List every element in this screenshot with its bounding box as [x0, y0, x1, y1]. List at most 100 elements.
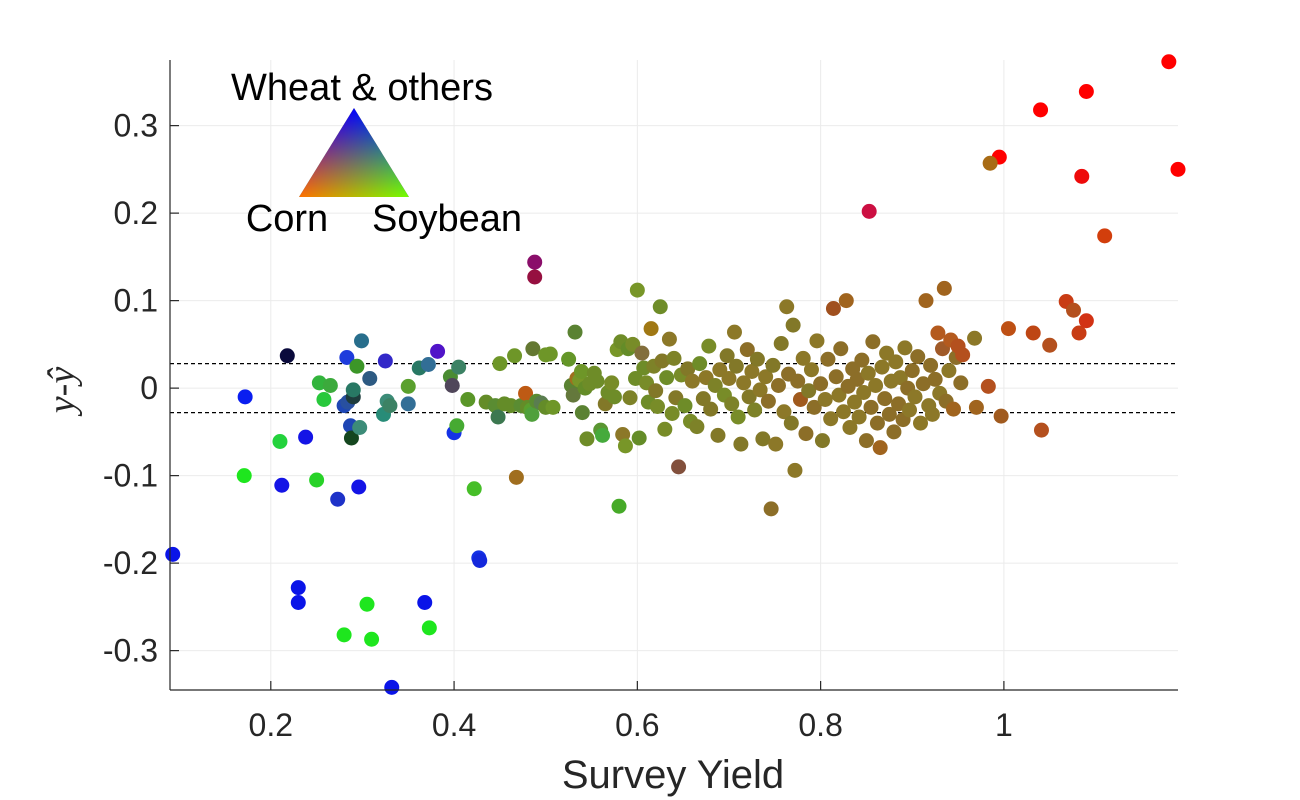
data-point — [749, 351, 765, 367]
data-point — [863, 399, 879, 415]
data-point — [542, 346, 558, 362]
data-point — [309, 472, 325, 488]
data-point — [336, 627, 352, 643]
data-point — [1074, 168, 1090, 184]
x-tick-label: 0.2 — [249, 707, 293, 743]
data-point — [847, 394, 863, 410]
data-point — [923, 357, 939, 373]
data-point — [897, 340, 913, 356]
legend-label-soybean: Soybean — [372, 198, 522, 240]
data-point — [930, 325, 946, 341]
data-point — [907, 389, 923, 405]
x-axis-label: Survey Yield — [562, 753, 784, 797]
y-tick-label: -0.1 — [103, 458, 158, 494]
data-point — [860, 365, 876, 381]
data-point — [508, 469, 524, 485]
data-point — [833, 341, 849, 357]
data-point — [787, 462, 803, 478]
data-point — [377, 353, 393, 369]
data-point — [798, 426, 814, 442]
data-point — [236, 468, 252, 484]
x-tick-label: 1 — [995, 707, 1013, 743]
data-point — [298, 429, 314, 445]
x-tick-label: 0.8 — [798, 707, 842, 743]
data-point — [801, 383, 817, 399]
data-point — [279, 348, 295, 364]
data-point — [689, 419, 705, 435]
data-point — [345, 382, 361, 398]
data-point — [650, 399, 666, 414]
data-point — [779, 299, 795, 315]
data-point — [382, 398, 398, 414]
y-tick-label: -0.3 — [103, 633, 158, 669]
data-point — [466, 481, 482, 497]
data-points — [165, 54, 1186, 695]
data-point — [838, 293, 854, 309]
data-point — [980, 378, 996, 394]
data-point — [430, 343, 446, 359]
data-point — [733, 436, 749, 452]
data-point — [654, 353, 670, 369]
data-point — [739, 342, 755, 358]
data-point — [868, 378, 884, 393]
data-point — [444, 378, 460, 393]
data-point — [701, 338, 717, 354]
data-point — [290, 580, 306, 596]
data-point — [527, 254, 543, 270]
data-point — [836, 404, 852, 420]
data-point — [861, 203, 877, 219]
data-point — [744, 364, 760, 379]
data-point — [1071, 325, 1087, 341]
data-point — [671, 459, 687, 475]
data-point — [648, 383, 664, 399]
data-point — [417, 595, 433, 610]
data-point — [492, 356, 508, 372]
data-point — [362, 371, 378, 386]
data-point — [758, 369, 774, 385]
data-point — [910, 349, 926, 365]
data-point — [968, 399, 984, 415]
axes — [169, 60, 1178, 691]
data-point — [518, 385, 534, 401]
data-point — [352, 420, 368, 435]
legend-triangle-wheat — [299, 108, 409, 197]
data-point — [692, 356, 708, 372]
data-point — [359, 596, 375, 612]
data-point — [918, 293, 934, 309]
data-point — [1078, 84, 1094, 99]
data-point — [384, 679, 400, 695]
data-point — [891, 396, 907, 412]
data-point — [881, 406, 897, 422]
data-point — [661, 331, 677, 347]
data-point — [967, 330, 983, 346]
data-point — [652, 299, 668, 315]
data-point — [1025, 325, 1041, 341]
data-point — [677, 398, 693, 414]
data-point — [349, 358, 365, 374]
data-point — [773, 336, 789, 351]
data-point — [561, 351, 577, 367]
data-point — [892, 370, 908, 386]
data-point — [752, 382, 768, 398]
data-point — [490, 409, 506, 425]
data-point — [820, 351, 836, 367]
y-tick-label: 0 — [140, 370, 158, 406]
data-point — [449, 418, 465, 434]
data-point — [165, 546, 181, 562]
data-point — [763, 501, 779, 517]
data-point — [828, 369, 844, 385]
data-point — [634, 345, 650, 361]
grid — [170, 60, 1178, 690]
data-point — [703, 401, 719, 417]
data-point — [666, 350, 682, 366]
data-point — [726, 324, 742, 340]
data-point — [785, 317, 801, 333]
data-point — [545, 399, 561, 415]
data-point — [856, 385, 872, 400]
data-point — [776, 404, 792, 420]
data-point — [316, 392, 332, 407]
data-point — [680, 361, 696, 377]
data-point — [851, 409, 867, 425]
data-point — [721, 371, 737, 386]
data-point — [631, 430, 647, 446]
